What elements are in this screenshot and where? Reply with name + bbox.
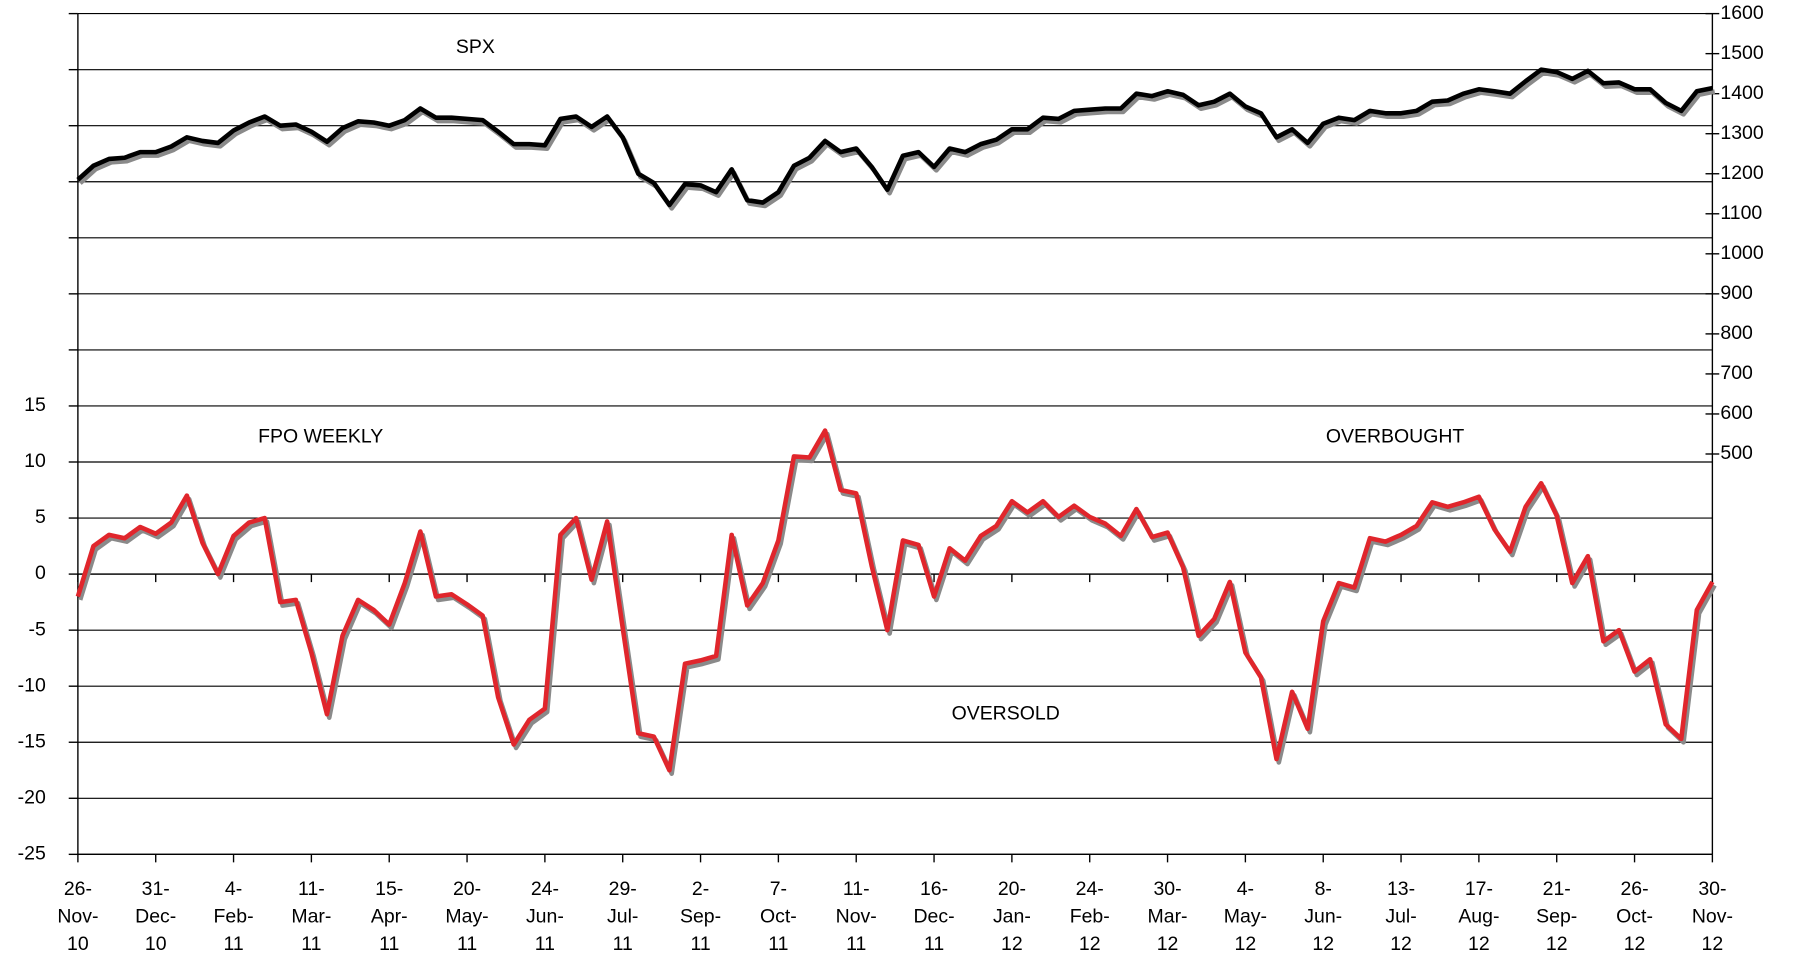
y2-tick-label: 1400 xyxy=(1720,82,1763,104)
x-tick-label: 17-Aug-12 xyxy=(1458,878,1499,955)
y-tick-label: 10 xyxy=(24,450,46,472)
y2-tick-label: 1100 xyxy=(1720,202,1762,224)
x-tick-label: 24-Feb-12 xyxy=(1070,878,1110,955)
y2-tick-label: 1200 xyxy=(1720,162,1763,184)
y-tick-label: -5 xyxy=(29,618,46,640)
x-tick-label: 16-Dec-11 xyxy=(913,878,954,955)
annotation: OVERSOLD xyxy=(952,703,1060,725)
y2-tick-label: 500 xyxy=(1720,442,1753,464)
x-tick-label: 15-Apr-11 xyxy=(371,878,408,955)
y2-tick-label: 800 xyxy=(1720,322,1753,344)
x-tick-label: 13-Jul-12 xyxy=(1385,878,1416,955)
y-tick-label: 0 xyxy=(35,562,46,584)
x-tick-label: 31-Dec-10 xyxy=(135,878,176,955)
y-tick-label: -10 xyxy=(18,674,46,696)
x-tick-label: 7-Oct-11 xyxy=(760,878,797,955)
y-tick-label: -15 xyxy=(18,730,46,752)
y-tick-label: 15 xyxy=(24,394,46,416)
annotation: OVERBOUGHT xyxy=(1326,426,1465,448)
y2-tick-label: 900 xyxy=(1720,282,1753,304)
y-tick-label: 5 xyxy=(35,506,46,528)
x-tick-label: 24-Jun-11 xyxy=(526,878,564,955)
x-tick-label: 26-Nov-10 xyxy=(57,878,98,955)
x-tick-label: 4-May-12 xyxy=(1224,878,1267,955)
x-tick-label: 11-Nov-11 xyxy=(836,878,877,955)
y2-tick-label: 1300 xyxy=(1720,122,1763,144)
y-tick-label: -20 xyxy=(18,786,46,808)
series-shadow xyxy=(78,70,1716,211)
x-tick-label: 26-Oct-12 xyxy=(1616,878,1653,955)
y2-tick-label: 600 xyxy=(1720,402,1753,424)
y2-tick-label: 700 xyxy=(1720,362,1753,384)
x-tick-label: 8-Jun-12 xyxy=(1304,878,1342,955)
annotation: FPO WEEKLY xyxy=(258,426,383,448)
x-tick-label: 20-Jan-12 xyxy=(993,878,1031,955)
x-tick-label: 20-May-11 xyxy=(445,878,488,955)
series-shadow xyxy=(77,431,1717,776)
x-tick-label: 30-Nov-12 xyxy=(1692,878,1733,955)
x-tick-label: 29-Jul-11 xyxy=(607,878,638,955)
y-tick-label: -25 xyxy=(18,842,46,864)
y2-tick-label: 1600 xyxy=(1720,2,1763,24)
x-tick-label: 4-Feb-11 xyxy=(214,878,254,955)
series-line xyxy=(75,428,1715,773)
y2-tick-label: 1500 xyxy=(1720,42,1763,64)
x-tick-label: 2-Sep-11 xyxy=(680,878,721,955)
x-tick-label: 11-Mar-11 xyxy=(291,878,331,955)
x-tick-label: 30-Mar-12 xyxy=(1148,878,1188,955)
annotation: SPX xyxy=(456,36,495,58)
y2-tick-label: 1000 xyxy=(1720,242,1763,264)
series-line xyxy=(76,67,1713,208)
x-tick-label: 21-Sep-12 xyxy=(1536,878,1577,955)
